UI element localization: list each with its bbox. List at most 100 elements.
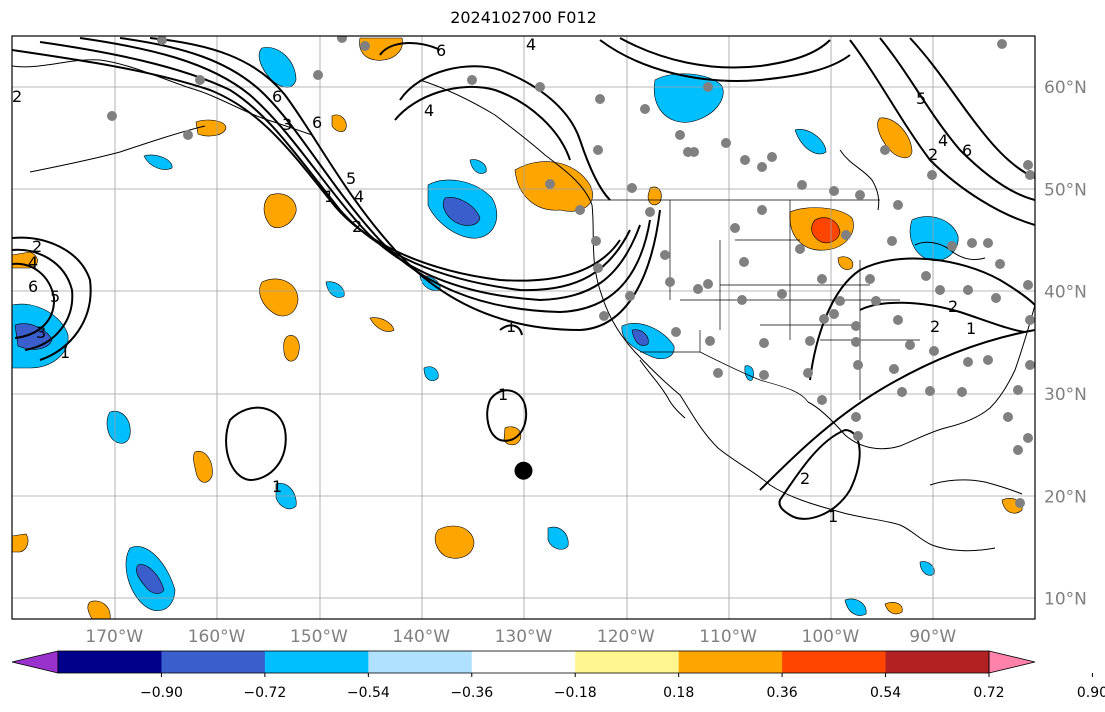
station-dot [593,263,603,273]
contour-label: 1 [828,507,838,526]
station-dot [1025,315,1035,325]
colorbar-tick-label: 0.36 [767,685,798,701]
contour-line [759,329,1035,491]
station-dot [1013,445,1023,455]
station-dot [1015,498,1025,508]
station-dot [851,337,861,347]
colorbar-segment [368,651,473,673]
contour-label: 5 [50,287,60,306]
station-dot [1025,360,1035,370]
station-dot [660,250,670,260]
station-dot [535,82,545,92]
contour-label: 2 [352,217,362,236]
station-dot [995,259,1005,269]
contour-line [225,406,287,482]
contour-label: 4 [424,101,434,120]
contour-label: 4 [526,35,536,54]
station-dot [157,36,167,45]
coastline-cuba [929,479,1023,495]
colorbar-frame [57,650,990,674]
station-dot [855,190,865,200]
station-dot [640,104,650,114]
station-dot [730,223,740,233]
contour-line [599,39,851,82]
station-dot [599,311,609,321]
station-dot [671,327,681,337]
station-dot [545,179,555,189]
station-dot [967,238,977,248]
shade-positive [331,114,347,132]
latitude-label: 30°N [1044,385,1087,405]
contour-label: 2 [930,317,940,336]
longitude-label: 170°W [85,627,143,647]
station-dot [817,274,827,284]
graticule [12,36,1035,619]
shade-positive [12,533,29,553]
map-frame [11,35,1036,620]
station-dot [935,285,945,295]
station-dot [1003,412,1013,422]
station-dot [897,387,907,397]
station-dot [893,200,903,210]
station-dot [795,244,805,254]
contour-line [12,262,56,339]
shade-negative [325,281,345,298]
station-dot [360,41,370,51]
latitude-label: 10°N [1044,590,1087,610]
latitude-label: 20°N [1044,487,1087,507]
station-dot [1023,433,1033,443]
station-dot [1023,280,1033,290]
station-dot [693,284,703,294]
colorbar-segment [782,651,887,673]
contour-line [619,37,831,69]
coastline-gulf [807,304,1035,450]
station-dot [835,296,845,306]
shade-negative [844,598,867,616]
station-dot [921,271,931,281]
contour-label: 4 [938,131,948,150]
contour-label: 4 [354,187,364,206]
contour-line [119,37,651,314]
shade-positive [369,317,395,332]
station-dot [337,36,347,43]
colorbar-segment [885,651,990,673]
shade-negative [547,526,569,550]
station-dot [665,277,675,287]
station-dot [595,94,605,104]
shade-positive [263,193,297,229]
colorbar-extend-low [11,650,59,674]
station-markers [107,36,1035,508]
station-dot [1025,170,1035,180]
shade-negative-strong [442,197,481,226]
station-dot [689,147,699,157]
contour-label: 2 [12,87,22,106]
colorbar-tick-label: −0.18 [554,685,597,701]
contour-label: 2 [32,237,42,256]
contour-label: 1 [60,343,70,362]
station-dot [675,130,685,140]
latitude-label: 60°N [1044,78,1087,98]
coastline-alaska [12,59,313,136]
contour-label: 3 [282,115,292,134]
station-dot [819,314,829,324]
contour-line [149,37,661,332]
contour-line [909,37,1035,179]
contour-label: 1 [506,317,516,336]
contour-label: 1 [966,319,976,338]
station-dot [880,145,890,155]
colorbar: −0.90 −0.72 −0.54 −0.36 −0.18 0.18 0.36 0.54 0.7… [11,650,1105,701]
station-dot [871,296,881,306]
coastline-hudson [839,149,880,211]
shade-positive [434,525,475,559]
station-dot [865,274,875,284]
shade-negative [919,561,935,576]
longitude-label: 150°W [290,627,348,647]
colorbar-segment [161,651,266,673]
station-dot [947,241,957,251]
station-dot [195,75,205,85]
contour-line [379,42,441,56]
station-dot [591,236,601,246]
colorbar-segment [58,651,162,673]
longitude-labels: 170°W 160°W 150°W 140°W 130°W 120°W 110°W 100°W… [85,627,956,647]
